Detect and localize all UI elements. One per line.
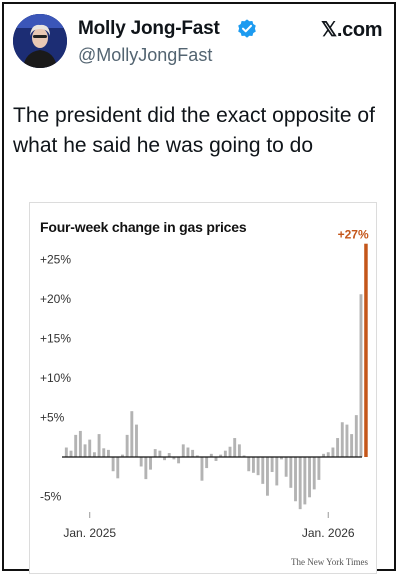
bar bbox=[200, 457, 204, 481]
chart-title: Four-week change in gas prices bbox=[40, 219, 247, 235]
x-tick-label: Jan. 2026 bbox=[302, 526, 355, 540]
bar bbox=[223, 450, 227, 457]
bar bbox=[317, 457, 321, 480]
bar bbox=[284, 457, 288, 477]
bar bbox=[191, 449, 195, 457]
bar bbox=[172, 457, 176, 460]
bar bbox=[167, 453, 171, 457]
bar bbox=[181, 444, 185, 457]
y-tick-label: +5% bbox=[40, 411, 65, 425]
bar bbox=[354, 415, 358, 457]
bar bbox=[121, 454, 124, 457]
bar bbox=[78, 430, 82, 457]
bar bbox=[205, 457, 209, 469]
bar bbox=[214, 457, 218, 461]
bar bbox=[158, 450, 162, 457]
bar bbox=[350, 434, 354, 457]
bar bbox=[209, 453, 213, 457]
bar bbox=[237, 444, 241, 457]
bar bbox=[116, 457, 120, 479]
highlight-bar bbox=[364, 243, 368, 457]
bar bbox=[186, 447, 190, 457]
bar bbox=[102, 448, 106, 457]
bar bbox=[144, 457, 148, 480]
bar bbox=[195, 455, 199, 457]
bar bbox=[135, 424, 138, 457]
bar bbox=[340, 422, 344, 457]
y-tick-label: -5% bbox=[40, 490, 62, 504]
bar bbox=[261, 457, 265, 484]
bar bbox=[149, 457, 152, 470]
bar bbox=[289, 457, 293, 488]
bar bbox=[326, 452, 330, 457]
bar-chart: +25% +20% +15% +10% +5% -5% +27% Jan. 2025 Jan. … bbox=[40, 228, 369, 540]
tweet-text: The president did the exact opposite of … bbox=[13, 104, 375, 157]
bar bbox=[69, 450, 73, 457]
bar bbox=[130, 411, 134, 457]
bar bbox=[163, 457, 166, 461]
tweet-card: Molly Jong-Fast @MollyJongFast 𝕏.com The… bbox=[2, 2, 396, 574]
bar bbox=[92, 452, 96, 457]
bar bbox=[153, 449, 157, 457]
bar bbox=[64, 447, 68, 457]
bar bbox=[139, 457, 143, 467]
bar bbox=[331, 447, 335, 457]
bar bbox=[256, 457, 260, 476]
author-handle[interactable]: @MollyJongFast bbox=[78, 45, 213, 65]
avatar[interactable] bbox=[13, 14, 67, 68]
bar bbox=[242, 455, 246, 457]
peak-value-label: +27% bbox=[338, 228, 369, 242]
bar bbox=[177, 457, 181, 464]
bar bbox=[247, 457, 251, 472]
bar bbox=[228, 446, 232, 457]
bar bbox=[106, 449, 110, 457]
bar bbox=[219, 454, 223, 457]
bar bbox=[345, 424, 349, 457]
chart-image[interactable]: Four-week change in gas prices +25% +20% +… bbox=[29, 202, 377, 574]
bar bbox=[83, 444, 87, 457]
bar bbox=[312, 457, 316, 490]
bar bbox=[298, 457, 302, 510]
bar bbox=[308, 457, 311, 498]
bar bbox=[111, 457, 115, 472]
bar bbox=[88, 439, 92, 457]
platform-label: 𝕏.com bbox=[321, 19, 383, 41]
bar bbox=[336, 438, 340, 457]
bar bbox=[303, 457, 307, 505]
verified-badge-icon bbox=[238, 19, 256, 38]
y-tick-label: +20% bbox=[40, 292, 71, 306]
bar bbox=[251, 457, 255, 473]
bar bbox=[266, 457, 269, 496]
y-tick-label: +10% bbox=[40, 371, 71, 385]
bar bbox=[359, 294, 363, 457]
bar bbox=[74, 434, 78, 457]
avatar-photo bbox=[13, 14, 67, 68]
bar bbox=[280, 457, 283, 460]
bar bbox=[270, 457, 274, 473]
bar bbox=[97, 434, 101, 457]
chart-credit: The New York Times bbox=[290, 557, 368, 567]
bar bbox=[275, 457, 279, 486]
bar bbox=[125, 434, 129, 457]
bar bbox=[294, 457, 297, 502]
x-tick-label: Jan. 2025 bbox=[63, 526, 116, 540]
bar bbox=[322, 453, 326, 457]
y-tick-label: +25% bbox=[40, 253, 71, 267]
bar bbox=[233, 438, 237, 457]
y-tick-label: +15% bbox=[40, 332, 71, 346]
author-name[interactable]: Molly Jong-Fast bbox=[78, 18, 220, 39]
